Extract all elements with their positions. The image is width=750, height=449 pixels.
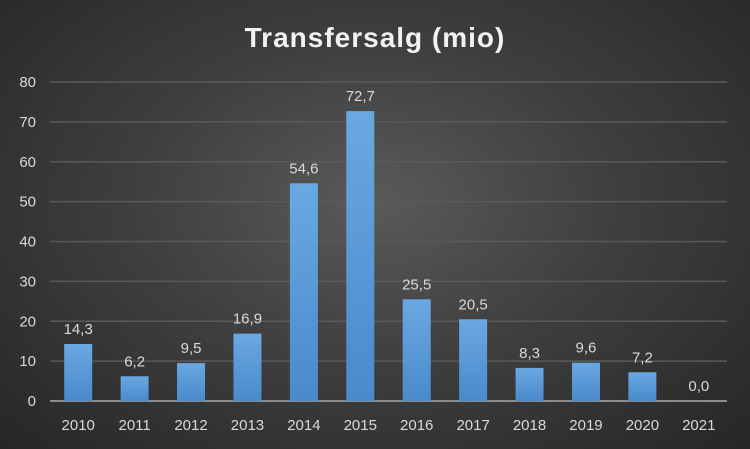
data-label: 0,0 [688, 378, 709, 395]
bar [289, 183, 318, 401]
data-label: 9,5 [181, 340, 202, 357]
x-tick-label: 2020 [626, 417, 659, 434]
y-tick-label: 80 [19, 74, 36, 91]
data-label: 7,2 [632, 349, 653, 366]
bar [459, 319, 488, 401]
y-tick-label: 70 [19, 114, 36, 131]
y-tick-label: 0 [28, 393, 36, 410]
chart-title: Transfersalg (mio) [245, 22, 506, 53]
x-tick-label: 2019 [569, 417, 602, 434]
y-tick-label: 20 [19, 313, 36, 330]
y-tick-label: 60 [19, 154, 36, 171]
bar [64, 343, 93, 401]
data-label: 54,6 [289, 160, 318, 177]
data-label: 20,5 [459, 296, 488, 313]
x-tick-label: 2016 [400, 417, 433, 434]
bar [515, 367, 544, 401]
x-tick-label: 2017 [456, 417, 489, 434]
data-label: 16,9 [233, 311, 262, 328]
x-tick-label: 2010 [62, 417, 95, 434]
x-tick-label: 2015 [344, 417, 377, 434]
y-tick-label: 30 [19, 273, 36, 290]
bar [120, 376, 149, 401]
bar [346, 111, 375, 401]
x-tick-label: 2012 [174, 417, 207, 434]
data-label: 6,2 [124, 353, 145, 370]
data-label: 8,3 [519, 345, 540, 362]
data-label: 25,5 [402, 276, 431, 293]
bar [571, 362, 600, 401]
y-tick-label: 40 [19, 234, 36, 251]
x-tick-label: 2018 [513, 417, 546, 434]
data-label: 72,7 [346, 88, 375, 105]
x-tick-label: 2014 [287, 417, 320, 434]
x-tick-label: 2021 [682, 417, 715, 434]
y-tick-label: 50 [19, 194, 36, 211]
y-tick-label: 10 [19, 353, 36, 370]
x-tick-label: 2011 [118, 417, 150, 434]
x-tick-label: 2013 [231, 417, 264, 434]
bar [233, 333, 262, 401]
bar [402, 299, 431, 401]
bar [177, 363, 206, 401]
data-label: 9,6 [576, 340, 597, 357]
data-label: 14,3 [64, 321, 93, 338]
bar [628, 372, 657, 401]
